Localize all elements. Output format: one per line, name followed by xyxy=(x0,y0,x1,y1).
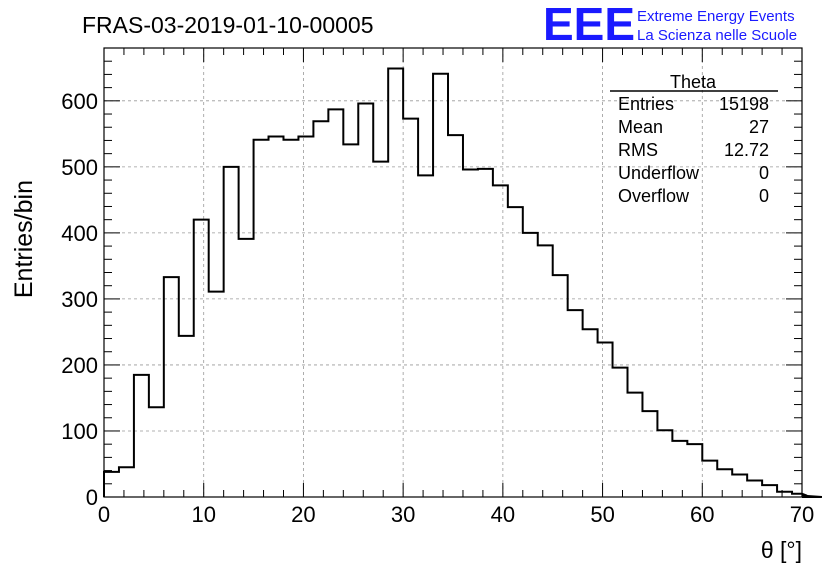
histogram-bin xyxy=(523,233,538,497)
y-tick-label: 0 xyxy=(86,485,98,510)
stats-box: Theta Entries 15198 Mean 27 RMS 12.72 Underflo… xyxy=(610,72,778,206)
histogram-bin xyxy=(463,169,478,497)
histogram-bin xyxy=(343,144,358,497)
x-tick-label: 70 xyxy=(790,502,814,527)
histogram-bin xyxy=(194,220,209,497)
eee-logo-line1: Extreme Energy Events xyxy=(637,8,795,25)
x-tick-label: 0 xyxy=(98,502,110,527)
histogram-bin xyxy=(717,469,732,497)
histogram-bin xyxy=(104,472,119,497)
histogram-bin xyxy=(583,329,598,497)
histogram-bin xyxy=(313,121,328,497)
histogram-bin xyxy=(672,441,687,497)
histogram-bin xyxy=(642,411,657,497)
y-tick-labels: 0 100 200 300 400 500 600 xyxy=(61,89,98,510)
stats-label: Entries xyxy=(618,94,674,114)
stats-value: 0 xyxy=(759,186,769,206)
histogram-bin xyxy=(119,467,134,497)
histogram-bin xyxy=(134,375,149,497)
stats-value: 0 xyxy=(759,163,769,183)
stats-value: 12.72 xyxy=(724,140,769,160)
histogram-bin xyxy=(553,275,568,497)
histogram-bin xyxy=(358,103,373,497)
histogram-bars xyxy=(103,67,823,498)
histogram-bin xyxy=(209,292,224,497)
histogram-bin xyxy=(179,336,194,497)
y-tick-label: 500 xyxy=(61,155,98,180)
x-tick-label: 50 xyxy=(590,502,614,527)
histogram-outline xyxy=(103,67,823,498)
stats-label: Mean xyxy=(618,117,663,137)
eee-logo: EEE Extreme Energy Events La Scienza nel… xyxy=(543,0,797,50)
histogram-bin xyxy=(433,74,448,497)
histogram-bin xyxy=(762,485,777,497)
stats-label: Underflow xyxy=(618,163,700,183)
y-tick-label: 100 xyxy=(61,419,98,444)
stats-title: Theta xyxy=(670,72,717,92)
histogram-bin xyxy=(702,461,717,497)
y-tick-label: 400 xyxy=(61,221,98,246)
y-tick-label: 300 xyxy=(61,287,98,312)
stats-value: 15198 xyxy=(719,94,769,114)
histogram-bin xyxy=(493,185,508,497)
y-axis-label: Entries/bin xyxy=(10,180,38,298)
eee-logo-mark: EEE xyxy=(543,0,635,50)
histogram-bin xyxy=(373,162,388,497)
histogram-bin xyxy=(283,140,298,497)
histogram-bin xyxy=(538,245,553,497)
histogram-bin xyxy=(403,119,418,497)
histogram-bin xyxy=(598,342,613,497)
y-tick-label: 200 xyxy=(61,353,98,378)
histogram-bin xyxy=(298,136,313,497)
histogram-bin xyxy=(687,444,702,497)
axis-ticks xyxy=(103,47,803,498)
histogram-bin xyxy=(388,68,403,497)
x-tick-label: 60 xyxy=(690,502,714,527)
histogram-bin xyxy=(239,239,254,497)
histogram-bin xyxy=(747,480,762,497)
eee-logo-line2: La Scienza nelle Scuole xyxy=(637,27,797,44)
histogram-bin xyxy=(149,407,164,497)
histogram-bin xyxy=(224,167,239,497)
stats-rows: Entries 15198 Mean 27 RMS 12.72 Underflow 0 Over… xyxy=(618,94,769,206)
histogram-bin xyxy=(568,310,583,497)
x-tick-label: 20 xyxy=(291,502,315,527)
stats-label: RMS xyxy=(618,140,658,160)
histogram-bin xyxy=(448,135,463,497)
histogram-bin xyxy=(478,169,493,497)
histogram-bin xyxy=(269,136,284,497)
x-tick-labels: 0 10 20 30 40 50 60 70 xyxy=(98,502,814,527)
histogram-bin xyxy=(418,175,433,497)
histogram-bin xyxy=(254,140,269,497)
histogram-bin xyxy=(508,207,523,497)
grid-lines xyxy=(104,48,802,497)
y-tick-label: 600 xyxy=(61,89,98,114)
stats-label: Overflow xyxy=(618,186,690,206)
histogram-bin xyxy=(613,368,628,497)
histogram-bin xyxy=(328,109,343,497)
histogram-bin xyxy=(657,430,672,497)
x-tick-label: 40 xyxy=(491,502,515,527)
run-title: FRAS-03-2019-01-10-00005 xyxy=(82,12,374,38)
histogram-bin xyxy=(164,277,179,497)
stats-value: 27 xyxy=(749,117,769,137)
x-axis-label: θ [°] xyxy=(761,537,802,563)
histogram-bin xyxy=(732,475,747,497)
x-tick-label: 10 xyxy=(191,502,215,527)
x-tick-label: 30 xyxy=(391,502,415,527)
histogram-bin xyxy=(628,393,643,497)
